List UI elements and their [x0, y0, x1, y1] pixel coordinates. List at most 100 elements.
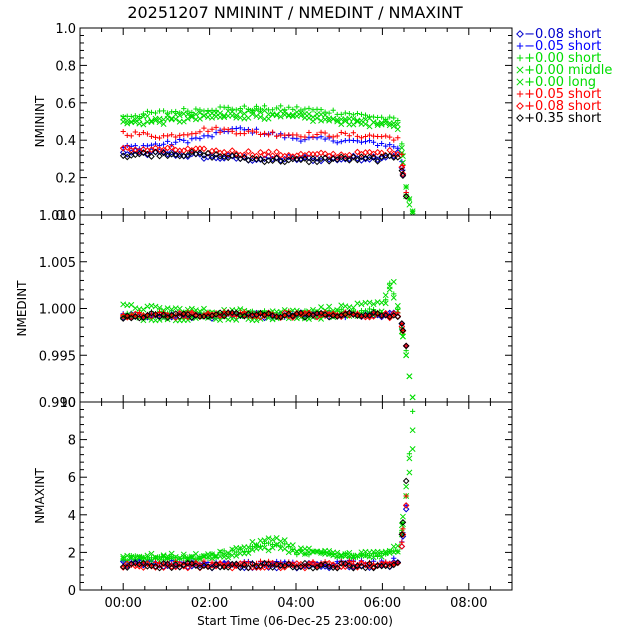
data-point [370, 554, 377, 561]
data-point [225, 551, 231, 557]
data-point [406, 373, 413, 380]
data-point [184, 564, 192, 572]
legend-offset: +0.08 [524, 99, 564, 114]
data-point [399, 513, 406, 520]
data-point [362, 133, 369, 140]
data-point [329, 312, 337, 319]
data-point [160, 149, 167, 157]
data-point [390, 561, 398, 569]
data-point [253, 317, 260, 324]
data-point [140, 306, 147, 313]
data-point [160, 121, 167, 127]
data-point [342, 130, 348, 136]
data-point [325, 563, 333, 570]
data-point [216, 309, 224, 317]
data-point [382, 292, 389, 299]
data-point [233, 125, 239, 132]
data-point [229, 112, 236, 119]
data-point [310, 306, 316, 313]
data-point [119, 315, 127, 322]
data-point [293, 560, 301, 567]
data-point [342, 118, 349, 125]
data-point [387, 142, 393, 148]
data-point [330, 134, 336, 140]
data-point [329, 564, 337, 571]
data-point [156, 146, 163, 153]
legend-type: short [568, 51, 601, 66]
y-tick-label: 1.0 [55, 22, 76, 37]
data-point [394, 548, 401, 555]
data-point [181, 106, 187, 112]
data-point [321, 154, 329, 162]
data-point [180, 310, 188, 318]
data-point [261, 312, 268, 320]
data-point [228, 309, 236, 317]
data-point [119, 563, 127, 571]
data-point [321, 561, 329, 568]
legend-entry: +0.00 short [516, 51, 601, 66]
data-point [370, 154, 377, 161]
data-point [314, 131, 320, 138]
data-point [317, 560, 325, 568]
data-point [305, 154, 313, 162]
data-point [274, 133, 280, 139]
data-point [306, 105, 312, 111]
data-point [181, 137, 187, 143]
data-point [160, 559, 167, 567]
data-point [403, 352, 410, 359]
series-4 [120, 283, 416, 401]
data-point [180, 561, 188, 569]
data-point [265, 535, 272, 542]
data-point [394, 542, 401, 549]
data-point [237, 306, 244, 313]
data-point [366, 153, 373, 161]
data-point [253, 103, 260, 109]
data-point [346, 111, 352, 117]
data-point [334, 307, 341, 314]
data-point [249, 538, 256, 545]
data-point [156, 310, 163, 318]
data-point [128, 301, 135, 308]
data-point [342, 110, 348, 116]
y-tick-label: 0.4 [55, 134, 76, 149]
data-point [346, 133, 352, 139]
data-point [168, 150, 175, 158]
panel-nmedint: 0.990 0.995 1.000 1.005 1.010 NMEDINT [15, 209, 513, 411]
data-point [337, 153, 345, 161]
data-point [241, 561, 248, 569]
data-point [346, 157, 353, 164]
data-point [165, 133, 171, 139]
data-point [144, 150, 151, 158]
data-point [409, 427, 416, 434]
y-tick-label: 0 [68, 584, 76, 599]
series-3 [120, 427, 416, 562]
data-point [330, 115, 337, 122]
legend-entry: +0.00 long [516, 75, 596, 90]
data-point [403, 493, 409, 499]
data-point [257, 155, 264, 163]
data-point [184, 115, 191, 122]
data-point [366, 138, 373, 144]
series-7 [119, 477, 410, 572]
data-point [379, 133, 385, 140]
data-point [390, 294, 397, 301]
data-point [184, 556, 191, 563]
data-point [184, 311, 192, 318]
data-point [338, 139, 344, 145]
data-point [310, 107, 316, 113]
data-point [301, 551, 308, 557]
x-axis-title: Start Time (06-Dec-25 23:00:00) [197, 614, 393, 628]
series-2 [120, 408, 416, 564]
data-point [374, 158, 381, 165]
data-point [128, 133, 134, 139]
data-point [326, 551, 333, 558]
data-point [185, 140, 191, 146]
chart-title: 20251207 NMININT / NMEDINT / NMAXINT [127, 3, 463, 22]
data-point [350, 130, 356, 136]
data-point [196, 109, 203, 116]
legend-type: short [568, 99, 601, 114]
y-tick-label: 6 [68, 471, 76, 486]
data-point [225, 127, 231, 133]
data-point [168, 144, 175, 151]
data-point [386, 146, 394, 154]
